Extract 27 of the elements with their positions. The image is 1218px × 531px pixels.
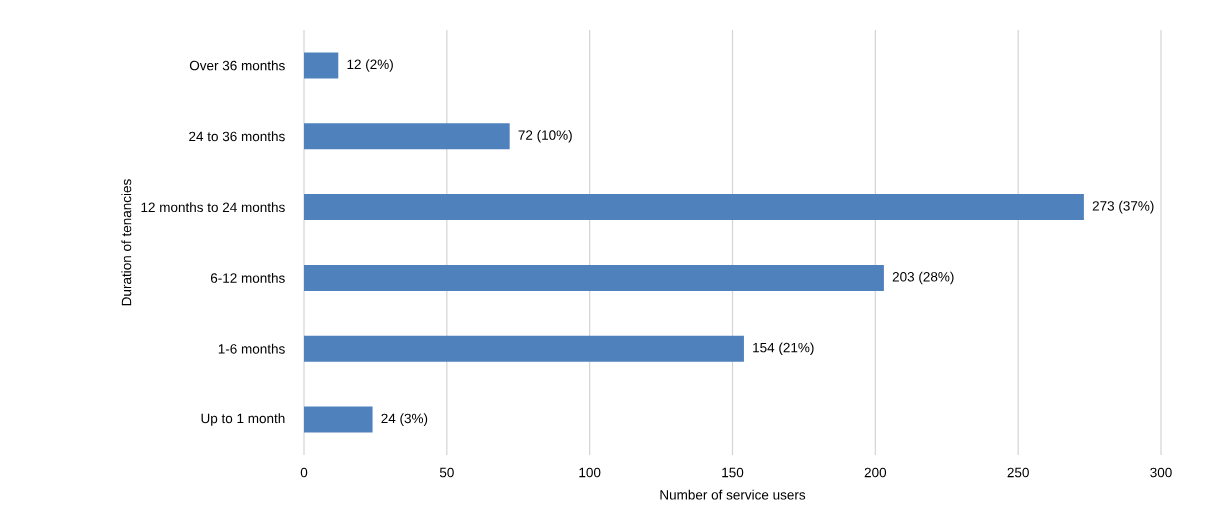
y-tick-label: 1-6 months [218,343,285,354]
data-label: 12 (2%) [347,59,393,72]
data-label: 154 (21%) [753,342,814,356]
x-tick-label: 200 [864,467,887,478]
y-tick-label: Up to 1 month [201,413,285,426]
x-tick-label: 250 [1007,467,1029,478]
bar [304,406,373,433]
data-label: 203 (28%) [892,271,954,285]
x-tick-label: 100 [579,467,601,478]
y-axis-title: Duration of tenancies [121,179,132,306]
x-tick-label: 50 [439,467,454,478]
bar [304,194,1084,221]
bar [304,335,744,362]
x-axis-title: Number of service users [660,489,806,500]
x-tick-label: 150 [722,467,744,478]
y-tick-label: Over 36 months [189,60,285,71]
data-label: 273 (37%) [1092,200,1154,214]
data-label: 72 (10%) [518,129,572,143]
data-label: 24 (3%) [381,413,428,426]
x-tick-label: 300 [1150,467,1172,478]
y-tick-label: 6-12 months [210,272,285,283]
bar [304,123,510,150]
bar [304,264,884,291]
bar [304,52,339,79]
y-tick-label: 24 to 36 months [189,131,285,142]
y-tick-label: 12 months to 24 months [141,202,285,213]
x-tick-label: 0 [300,467,308,478]
